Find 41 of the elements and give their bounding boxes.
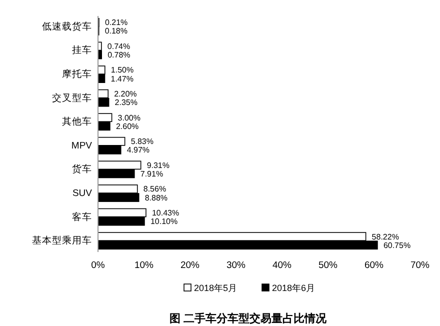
x-tick-label: 50% (318, 260, 338, 271)
y-tick-label: 货车 (72, 163, 92, 176)
y-tick-label: 客车 (72, 210, 92, 223)
data-label: 8.88% (144, 193, 168, 202)
data-label: 8.56% (143, 184, 166, 194)
x-tick-label: 20% (180, 260, 200, 271)
data-label: 0.74% (107, 42, 130, 51)
data-label: 58.22% (372, 232, 399, 242)
data-label: 9.31% (146, 160, 170, 170)
y-tick-label: 基本型乘用车 (32, 234, 92, 247)
text: 图 二手车分车型交易量占比情况 (169, 312, 328, 325)
data-label: 3.00% (118, 113, 140, 122)
data-label: 4.97% (126, 146, 150, 155)
y-tick-label: 交叉型车 (52, 92, 92, 104)
legend-label: 2018年6月 (272, 283, 316, 293)
x-tick-label: 30% (226, 260, 246, 271)
data-label: 7.91% (140, 169, 164, 178)
data-label: 10.10% (150, 217, 178, 226)
x-tick-label: 40% (272, 260, 292, 271)
data-label: 0.21% (104, 18, 128, 28)
data-label: 2.20% (114, 90, 137, 99)
data-label: 2.35% (114, 98, 138, 108)
data-label: 1.47% (110, 74, 134, 84)
data-label: 0.78% (108, 50, 130, 60)
y-tick-label: 低速载货车 (42, 20, 92, 32)
data-label: 0.18% (104, 26, 128, 36)
x-tick-label: 10% (134, 260, 154, 271)
y-tick-label: SUV (72, 188, 93, 199)
y-tick-label: MPV (71, 140, 93, 152)
data-label: 2.60% (116, 122, 139, 131)
y-tick-label: 摩托车 (62, 68, 92, 80)
data-label: 5.83% (130, 137, 154, 146)
x-tick-label: 70% (410, 260, 430, 271)
y-tick-label: 挂车 (72, 44, 92, 56)
x-tick-label: 60% (364, 260, 384, 271)
data-label: 1.50% (110, 66, 134, 75)
y-tick-label: 其他车 (62, 116, 92, 128)
legend-label: 2018年5月 (194, 283, 238, 293)
x-tick-label: 0% (91, 260, 106, 271)
data-label: 10.43% (152, 208, 180, 218)
data-label: 60.75% (383, 240, 411, 250)
